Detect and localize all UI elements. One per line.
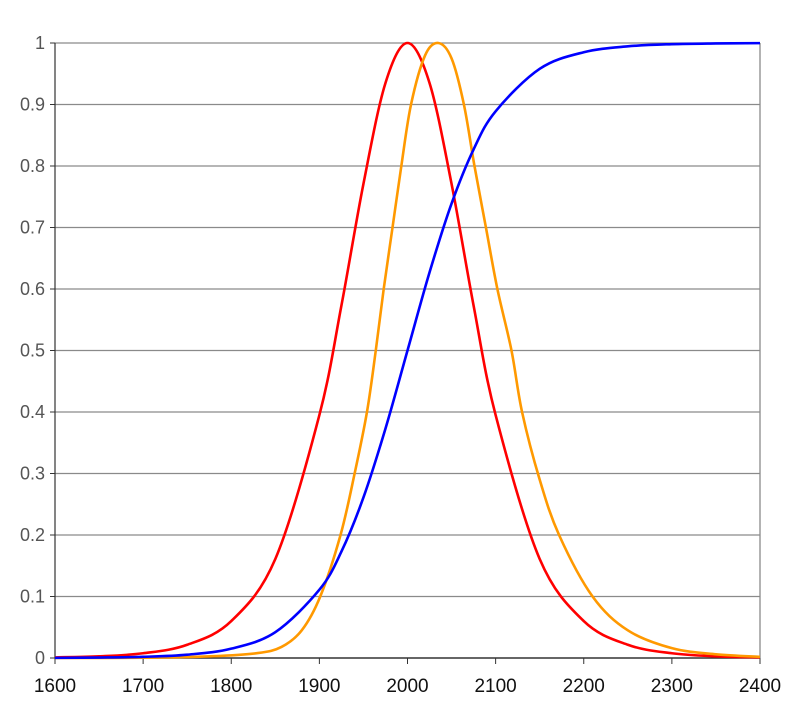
- y-tick-label: 0.8: [20, 156, 45, 176]
- series-red-line: [54, 41, 761, 659]
- x-tick-label: 1900: [298, 676, 340, 697]
- y-tick-label: 0.6: [20, 279, 45, 299]
- x-tick-label: 1800: [210, 676, 252, 697]
- y-tick-label: 0.2: [20, 525, 45, 545]
- series-lines: [54, 41, 761, 660]
- x-tick-label: 2300: [651, 676, 693, 697]
- y-tick-label: 0.7: [20, 218, 45, 238]
- y-tick-label: 0.9: [20, 95, 45, 115]
- y-tick-label: 0: [35, 648, 45, 668]
- y-tick-label: 0.1: [20, 587, 45, 607]
- x-tick-label: 2200: [563, 676, 605, 697]
- series-orange-line: [54, 41, 761, 660]
- tick-labels: 0 0.1 0.2 0.3 0.4 0.5 0.6 0.7 0.8 0.9 1 1600 1700 180…: [20, 33, 781, 697]
- x-tick-label: 2000: [386, 676, 428, 697]
- x-tick-label: 1700: [122, 676, 164, 697]
- x-tick-label: 2100: [474, 676, 516, 697]
- x-tick-label: 1600: [34, 676, 76, 697]
- y-tick-label: 0.3: [20, 464, 45, 484]
- y-tick-label: 0.4: [20, 402, 45, 422]
- y-tick-label: 0.5: [20, 341, 45, 361]
- series-blue-line: [54, 41, 761, 660]
- y-tick-label: 1: [35, 33, 45, 53]
- x-tick-label: 2400: [739, 676, 781, 697]
